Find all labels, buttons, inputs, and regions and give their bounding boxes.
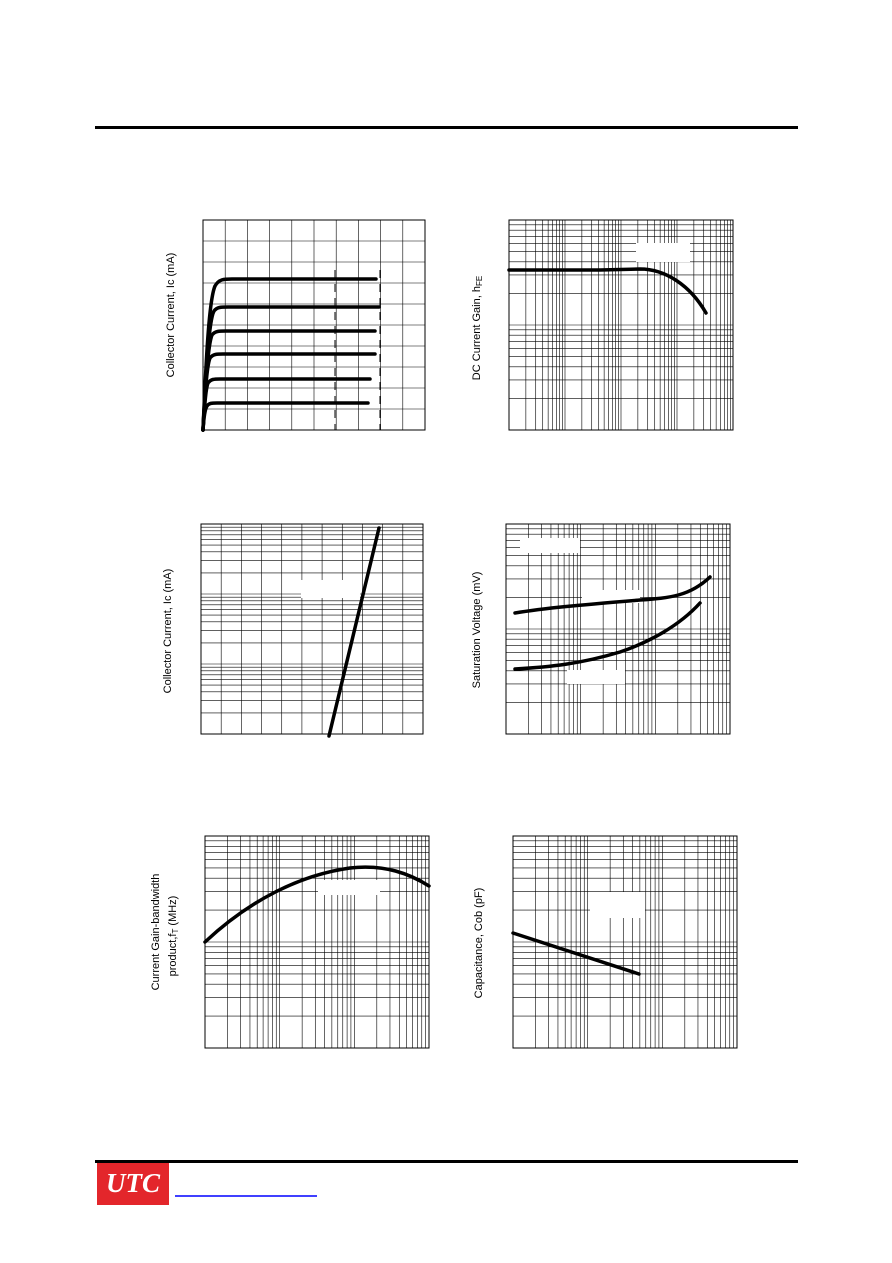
y-axis-label: DC Current Gain, hFE — [471, 276, 484, 380]
grids — [200, 219, 738, 1049]
label-box — [636, 243, 690, 262]
label-text: DC Current Gain, h — [471, 286, 483, 380]
bottom-rule — [95, 1160, 798, 1163]
label-suffix: (MHz) — [167, 896, 179, 929]
label-box — [318, 880, 380, 895]
label-box — [590, 892, 645, 918]
label-box — [301, 580, 360, 598]
plot-frame — [505, 523, 731, 735]
y-axis-label: Saturation Voltage (mV) — [471, 572, 483, 689]
chart-1-curves — [201, 270, 381, 432]
plot-frame — [508, 219, 734, 431]
label-sub: FE — [475, 276, 484, 286]
curve — [513, 601, 702, 671]
curve — [201, 352, 377, 432]
curve — [327, 526, 381, 738]
y-axis-label: Current Gain-bandwidth — [150, 874, 162, 991]
plot-frame — [202, 219, 426, 431]
logo-box — [97, 1163, 169, 1205]
curve — [513, 575, 712, 615]
y-axis-label: product,fT (MHz) — [167, 896, 180, 977]
curve — [507, 267, 708, 315]
y-axis-label: Collector Current, Ic (mA) — [162, 569, 174, 694]
label-box — [567, 670, 625, 684]
label-sub: T — [171, 929, 180, 934]
curve — [201, 305, 381, 432]
logo-text: UTC — [106, 1168, 161, 1198]
label-box — [520, 538, 580, 553]
plot-frame — [512, 835, 738, 1049]
y-axis-label: Capacitance, Cob (pF) — [473, 888, 485, 999]
curve — [511, 931, 641, 976]
curve — [201, 401, 370, 432]
curve — [203, 865, 431, 944]
plot-frame — [200, 523, 424, 735]
top-rule — [95, 126, 798, 129]
label-text: product,f — [167, 933, 179, 977]
y-axis-label: Collector Current, Ic (mA) — [165, 253, 177, 378]
